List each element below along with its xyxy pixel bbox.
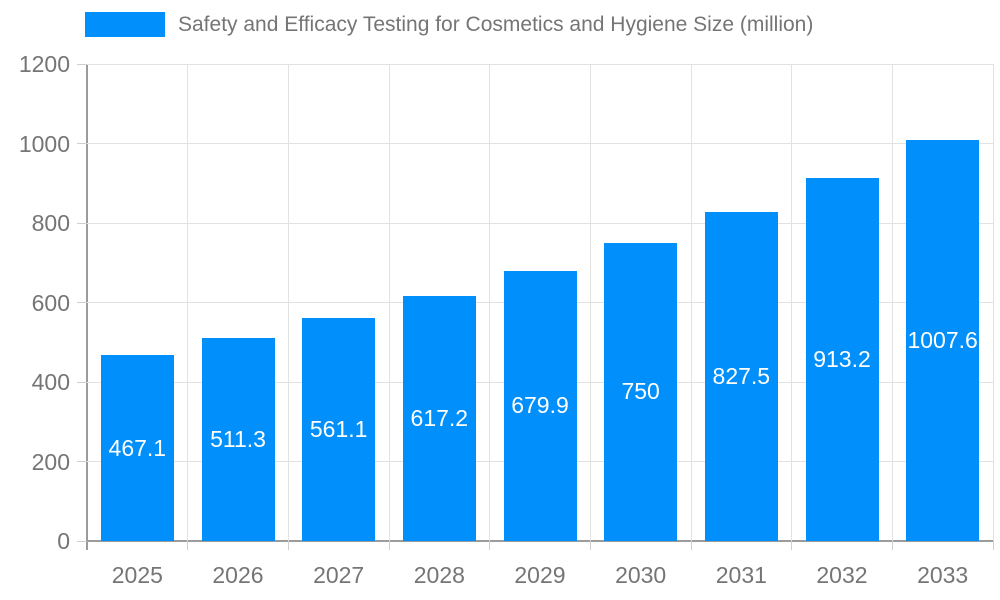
x-tick-label: 2027 bbox=[313, 562, 365, 588]
x-tick-mark bbox=[489, 541, 491, 550]
x-axis-baseline bbox=[87, 540, 993, 542]
y-tick-label: 1000 bbox=[18, 130, 70, 157]
vertical-gridline bbox=[489, 64, 491, 541]
bar[interactable]: 617.2 bbox=[402, 295, 476, 541]
x-tick-mark bbox=[287, 541, 289, 550]
x-tick-mark bbox=[388, 541, 390, 550]
vertical-gridline bbox=[589, 64, 591, 541]
x-tick-mark bbox=[992, 541, 994, 550]
horizontal-gridline bbox=[87, 222, 993, 224]
horizontal-gridline bbox=[87, 143, 993, 144]
bar-value-label: 750 bbox=[621, 378, 660, 405]
y-tick-label: 0 bbox=[57, 528, 70, 554]
bar[interactable]: 750 bbox=[604, 242, 678, 541]
vertical-gridline bbox=[791, 64, 793, 541]
x-tick-label: 2031 bbox=[715, 562, 767, 588]
horizontal-gridline bbox=[87, 63, 993, 65]
x-tick-mark bbox=[690, 541, 692, 550]
bar[interactable]: 913.2 bbox=[805, 178, 879, 541]
x-tick-mark bbox=[891, 541, 893, 550]
bar[interactable]: 467.1 bbox=[100, 355, 174, 541]
vertical-gridline bbox=[388, 64, 390, 541]
vertical-gridline bbox=[992, 64, 994, 541]
bar-value-label: 561.1 bbox=[309, 415, 368, 442]
x-tick-label: 2026 bbox=[212, 562, 264, 588]
vertical-gridline bbox=[187, 64, 189, 541]
y-axis-line bbox=[86, 64, 88, 550]
bar[interactable]: 511.3 bbox=[201, 337, 275, 541]
bar-value-label: 617.2 bbox=[410, 404, 469, 431]
legend-marker-swatch bbox=[85, 12, 165, 37]
bar[interactable]: 679.9 bbox=[503, 270, 577, 541]
x-tick-label: 2030 bbox=[615, 562, 667, 588]
vertical-gridline bbox=[287, 64, 289, 541]
y-tick-label: 600 bbox=[31, 289, 70, 316]
x-tick-mark bbox=[589, 541, 591, 550]
vertical-gridline bbox=[891, 64, 893, 541]
bar-value-label: 467.1 bbox=[108, 434, 167, 461]
bar-value-label: 827.5 bbox=[712, 363, 771, 390]
x-tick-label: 2029 bbox=[514, 562, 566, 588]
x-tick-label: 2033 bbox=[917, 562, 969, 588]
plot-area: 467.1 511.3 561.1 617.2 679.9 750 827.5 913.2 10… bbox=[87, 63, 994, 541]
x-tick-label: 2025 bbox=[111, 562, 163, 588]
chart-title: Safety and Efficacy Testing for Cosmetic… bbox=[178, 12, 814, 36]
legend-item[interactable]: Safety and Efficacy Testing for Cosmetic… bbox=[85, 12, 813, 37]
x-tick-mark bbox=[187, 541, 189, 550]
vertical-gridline bbox=[690, 64, 692, 541]
bar-value-label: 511.3 bbox=[210, 425, 266, 452]
x-tick-label: 2032 bbox=[816, 562, 868, 588]
x-tick-label: 2028 bbox=[413, 562, 465, 588]
y-tick-label: 200 bbox=[31, 448, 70, 475]
bar-value-label: 913.2 bbox=[813, 346, 871, 372]
bar-value-label: 1007.6 bbox=[907, 327, 978, 354]
y-tick-label: 400 bbox=[31, 369, 70, 395]
bar[interactable]: 827.5 bbox=[704, 212, 778, 541]
y-tick-label: 800 bbox=[31, 210, 70, 236]
bar[interactable]: 561.1 bbox=[302, 317, 376, 541]
bar-value-label: 679.9 bbox=[511, 392, 569, 419]
y-tick-label: 1200 bbox=[18, 51, 70, 77]
bar[interactable]: 1007.6 bbox=[906, 140, 980, 541]
x-tick-mark bbox=[791, 541, 793, 550]
